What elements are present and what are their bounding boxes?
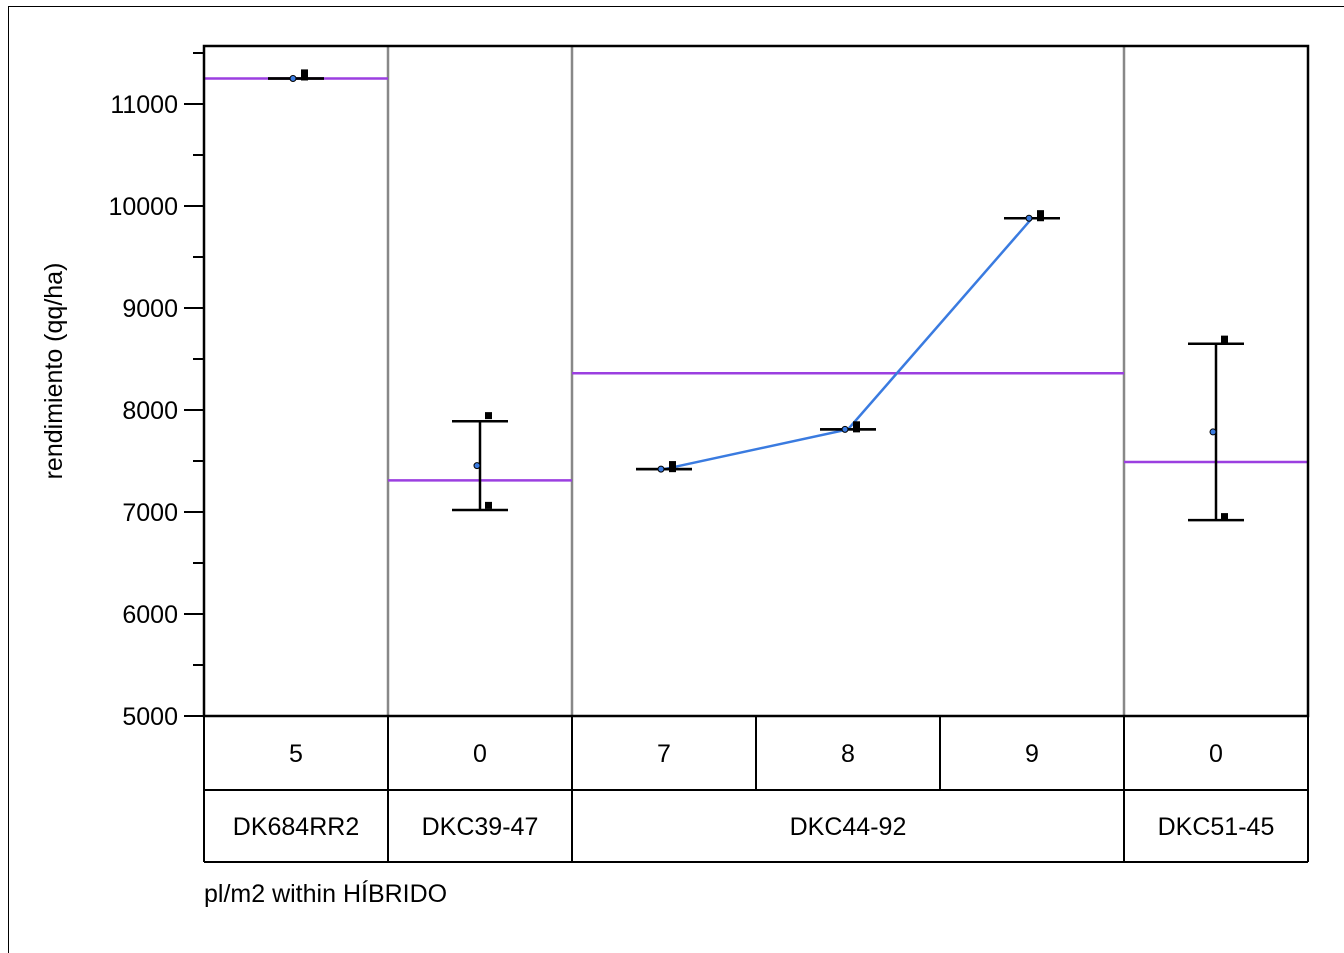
data-point <box>1221 335 1228 343</box>
data-point <box>1037 214 1044 222</box>
y-tick-label: 5000 <box>122 703 178 731</box>
hybrid-label: DK684RR2 <box>233 813 359 841</box>
level-label: 8 <box>841 740 855 768</box>
y-tick-label: 8000 <box>122 397 178 425</box>
data-point <box>669 465 676 473</box>
cell-mean-dot <box>473 462 481 470</box>
data-point <box>485 501 492 509</box>
y-tick-label: 10000 <box>108 193 178 221</box>
hybrid-label: DKC51-45 <box>1158 813 1275 841</box>
level-label: 7 <box>657 740 671 768</box>
data-point <box>853 425 860 433</box>
y-tick-label: 9000 <box>122 295 178 323</box>
hybrid-label: DKC44-92 <box>790 813 907 841</box>
data-point <box>669 461 676 469</box>
cell-mean-dot <box>289 75 297 82</box>
data-point <box>1221 513 1228 521</box>
x-axis-label: pl/m2 within HÍBRIDO <box>204 879 447 908</box>
data-point <box>301 73 308 81</box>
figure-frame <box>8 6 1344 953</box>
data-point <box>1037 210 1044 218</box>
data-point <box>853 421 860 429</box>
hybrid-label: DKC39-47 <box>422 813 539 841</box>
level-label: 0 <box>473 740 487 768</box>
level-label: 5 <box>289 740 303 768</box>
cell-mean-dot <box>1209 428 1217 436</box>
cell-mean-connect-line <box>663 217 1033 471</box>
y-tick-label: 7000 <box>122 499 178 527</box>
cell-mean-dot <box>657 465 665 473</box>
y-tick-label: 11000 <box>110 91 178 119</box>
level-label: 0 <box>1209 740 1223 768</box>
plot-frame <box>202 44 1310 718</box>
data-point <box>301 69 308 77</box>
y-tick-label: 6000 <box>122 601 178 629</box>
y-axis-label: rendimiento (qq/ha) <box>40 263 68 480</box>
cell-mean-dot <box>841 425 849 433</box>
cell-mean-dot <box>1025 214 1033 222</box>
data-point <box>485 412 492 420</box>
level-label: 9 <box>1025 740 1039 768</box>
